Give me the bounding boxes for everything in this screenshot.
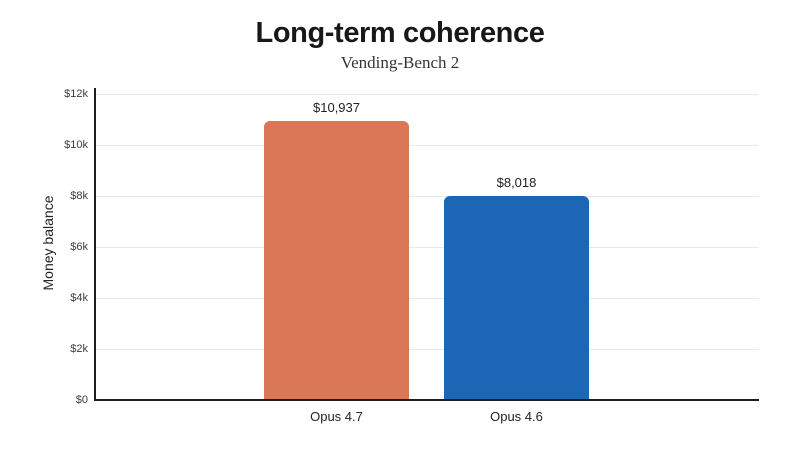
bar-opus-4-6 (444, 195, 589, 400)
y-axis-line (94, 88, 96, 400)
plot-area (94, 94, 759, 400)
bar-value-label: $10,937 (313, 100, 360, 116)
gridline-$6k (94, 247, 759, 248)
chart-title: Long-term coherence (255, 17, 545, 49)
gridline-$2k (94, 349, 759, 350)
gridline-$4k (94, 298, 759, 299)
chart-subtitle: Vending-Bench 2 (340, 53, 460, 72)
bar-opus-4-7 (264, 121, 409, 400)
x-tick-label: Opus 4.6 (490, 409, 543, 424)
gridline-$8k (94, 196, 759, 197)
x-axis-line (94, 399, 759, 401)
y-tick-label: $10k (64, 139, 88, 151)
gridline-$10k (94, 145, 759, 146)
y-tick-label: $0 (75, 394, 88, 406)
y-tick-label: $8k (70, 190, 88, 202)
y-tick-label: $2k (70, 343, 88, 355)
bar-value-label: $8,018 (496, 174, 537, 190)
x-tick-label: Opus 4.7 (310, 409, 363, 424)
y-tick-label: $4k (70, 292, 88, 304)
y-tick-label: $12k (64, 88, 88, 100)
y-tick-label: $6k (70, 241, 88, 253)
gridline-$12k (94, 94, 759, 95)
